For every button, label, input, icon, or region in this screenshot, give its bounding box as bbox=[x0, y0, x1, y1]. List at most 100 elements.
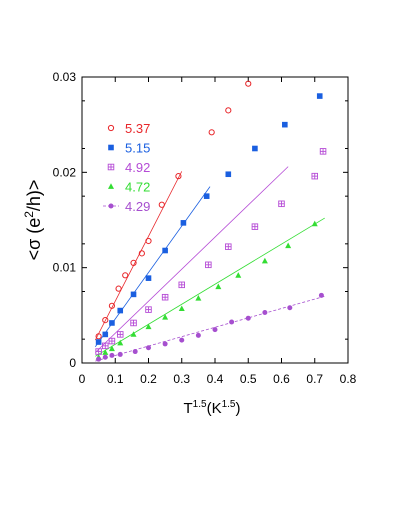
data-point bbox=[132, 349, 138, 355]
data-point bbox=[287, 305, 293, 311]
data-point bbox=[180, 220, 187, 226]
data-point bbox=[161, 293, 169, 301]
data-point bbox=[205, 261, 212, 269]
data-point bbox=[162, 247, 168, 254]
fit-lines bbox=[94, 166, 325, 362]
data-point bbox=[115, 285, 122, 292]
x-tick-label: 0.8 bbox=[340, 372, 357, 386]
x-tick-label: 0.2 bbox=[140, 372, 157, 386]
x-tick-label: 0.1 bbox=[107, 372, 124, 386]
data-point bbox=[145, 237, 152, 245]
data-point bbox=[130, 291, 137, 298]
data-point bbox=[245, 315, 251, 321]
data-point bbox=[225, 107, 232, 114]
legend-marker bbox=[108, 203, 114, 209]
y-tick-label: 0.02 bbox=[53, 165, 77, 179]
data-point bbox=[102, 331, 109, 338]
data-point bbox=[130, 259, 137, 266]
data-point bbox=[102, 354, 108, 360]
y-axis-title: <σ (e2/h)> bbox=[22, 180, 44, 261]
data-point bbox=[145, 306, 152, 313]
legend: 5.37 5.15 4.92 4.72 4.29 bbox=[103, 121, 150, 214]
data-point bbox=[229, 319, 235, 325]
data-point bbox=[195, 294, 202, 301]
x-tick-label: 0.5 bbox=[240, 372, 257, 386]
data-point bbox=[146, 345, 151, 351]
data-point bbox=[195, 332, 201, 338]
legend-label: 5.37 bbox=[125, 121, 150, 136]
data-point bbox=[282, 121, 288, 128]
data-point bbox=[102, 349, 109, 355]
data-point bbox=[122, 272, 129, 279]
data-point bbox=[130, 331, 137, 337]
legend-label: 5.15 bbox=[125, 141, 150, 156]
data-point bbox=[215, 283, 222, 290]
legend-marker bbox=[107, 163, 115, 171]
data-point bbox=[316, 93, 323, 99]
data-point bbox=[95, 333, 102, 340]
fit-line bbox=[95, 217, 325, 357]
fit-line bbox=[94, 171, 183, 341]
data-point bbox=[252, 145, 258, 152]
data-point bbox=[117, 351, 123, 357]
data-point bbox=[158, 201, 165, 208]
data-point bbox=[108, 302, 116, 309]
data-point bbox=[102, 342, 109, 350]
y-tick-label: 0 bbox=[69, 356, 76, 370]
data-point bbox=[225, 243, 232, 250]
data-point bbox=[245, 80, 252, 87]
x-tick-label: 0.6 bbox=[273, 372, 290, 386]
data-point bbox=[261, 257, 268, 264]
x-tick-label: 0.7 bbox=[306, 372, 323, 386]
fit-line bbox=[94, 186, 211, 348]
data-point bbox=[318, 292, 324, 298]
x-axis: 0 0.1 0.2 0.3 0.4 0.5 0.6 0.7 0.8 bbox=[79, 77, 357, 386]
legend-label: 4.29 bbox=[125, 199, 150, 214]
data-point bbox=[130, 319, 137, 327]
y-tick-label: 0.03 bbox=[53, 70, 77, 84]
data-point bbox=[95, 339, 102, 345]
data-point bbox=[108, 345, 115, 352]
data-point bbox=[108, 337, 116, 345]
data-point bbox=[109, 320, 115, 326]
x-axis-title: T1.5(K1.5) bbox=[184, 399, 241, 417]
data-point bbox=[175, 173, 182, 180]
data-point bbox=[311, 220, 318, 227]
data-point bbox=[285, 242, 292, 249]
data-point bbox=[262, 309, 268, 315]
x-tick-label: 0 bbox=[79, 372, 86, 386]
data-point bbox=[116, 331, 124, 338]
data-point bbox=[208, 129, 215, 136]
data-point bbox=[203, 193, 210, 199]
legend-label: 4.72 bbox=[125, 180, 150, 195]
data-point bbox=[178, 305, 185, 312]
data-point bbox=[319, 148, 327, 155]
data-point bbox=[212, 327, 218, 333]
data-point bbox=[162, 314, 169, 320]
data-point bbox=[311, 172, 319, 180]
data-point bbox=[96, 356, 102, 362]
data-point bbox=[178, 281, 185, 289]
data-point bbox=[162, 341, 168, 347]
y-axis: 0 0.01 0.02 0.03 bbox=[53, 70, 348, 370]
data-point bbox=[102, 317, 109, 324]
x-tick-label: 0.4 bbox=[207, 372, 224, 386]
data-point bbox=[225, 171, 232, 178]
legend-marker bbox=[108, 183, 114, 189]
legend-marker bbox=[108, 144, 114, 151]
data-point bbox=[235, 272, 242, 278]
data-point bbox=[117, 339, 124, 346]
y-tick-label: 0.01 bbox=[53, 261, 77, 275]
data-point bbox=[278, 200, 285, 208]
data-point bbox=[109, 352, 115, 358]
data-markers bbox=[95, 80, 327, 362]
data-point bbox=[117, 307, 124, 314]
x-tick-label: 0.3 bbox=[173, 372, 190, 386]
plot-frame bbox=[81, 76, 349, 364]
data-point bbox=[251, 223, 259, 230]
legend-marker bbox=[107, 124, 115, 132]
data-point bbox=[145, 275, 152, 281]
legend-label: 4.92 bbox=[125, 160, 150, 175]
data-point bbox=[179, 337, 185, 343]
